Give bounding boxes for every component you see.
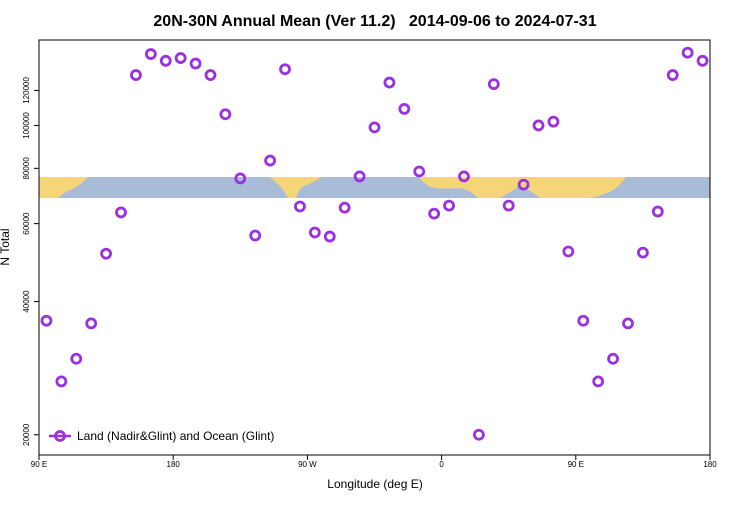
data-point xyxy=(562,245,575,258)
data-point xyxy=(115,206,127,219)
data-point xyxy=(666,69,679,81)
legend-label: Land (Nadir&Glint) and Ocean (Glint) xyxy=(77,429,274,443)
land xyxy=(418,177,626,198)
data-point xyxy=(443,199,455,212)
data-point xyxy=(204,69,217,81)
data-point xyxy=(428,207,441,220)
data-point xyxy=(338,201,351,214)
data-point xyxy=(413,165,426,178)
data-point xyxy=(70,352,83,365)
x-axis-label: Longitude (deg E) xyxy=(327,477,422,491)
data-point xyxy=(219,108,232,121)
data-point xyxy=(592,375,605,388)
data-point xyxy=(651,205,664,218)
data-point xyxy=(547,115,560,128)
data-point xyxy=(577,314,590,327)
data-point xyxy=(383,76,396,89)
data-point xyxy=(368,121,381,134)
data-point xyxy=(40,314,53,327)
data-point xyxy=(130,69,142,81)
y-tick-label: 80000 xyxy=(22,157,31,180)
data-point xyxy=(502,199,515,212)
data-point xyxy=(144,48,157,60)
x-tick-label: 180 xyxy=(703,460,717,469)
data-point xyxy=(622,317,634,330)
land xyxy=(39,177,88,198)
world-map-band xyxy=(39,177,710,198)
data-point xyxy=(174,52,187,64)
data-point xyxy=(264,154,277,167)
data-point xyxy=(607,352,619,365)
data-point xyxy=(55,375,68,388)
y-tick-label: 100000 xyxy=(22,112,31,139)
x-tick-label: 90 E xyxy=(31,460,47,469)
x-tick-label: 0 xyxy=(439,460,444,469)
y-tick-label: 20000 xyxy=(22,423,31,446)
y-tick-label: 60000 xyxy=(22,212,31,235)
data-point xyxy=(100,247,112,260)
data-point xyxy=(279,63,291,76)
data-point xyxy=(532,119,545,132)
data-point xyxy=(159,54,172,67)
data-point xyxy=(234,172,247,185)
y-tick-label: 120000 xyxy=(22,77,31,104)
legend-marker xyxy=(54,430,66,442)
x-tick-label: 180 xyxy=(167,460,181,469)
chart-title: 20N-30N Annual Mean (Ver 11.2) 2014-09-0… xyxy=(153,13,596,30)
data-point xyxy=(517,178,530,191)
data-point xyxy=(398,102,411,115)
y-axis-label: N Total xyxy=(0,228,12,265)
x-tick-label: 90 W xyxy=(298,460,317,469)
data-point xyxy=(353,170,366,183)
data-point xyxy=(696,54,709,67)
land xyxy=(270,177,322,198)
data-point xyxy=(681,46,694,59)
data-point xyxy=(458,170,470,183)
data-point xyxy=(294,200,306,213)
data-point xyxy=(323,230,336,243)
data-point xyxy=(249,229,262,242)
plot-frame xyxy=(38,39,711,456)
data-point xyxy=(308,226,321,239)
data-point xyxy=(472,428,485,441)
data-point xyxy=(85,317,98,330)
data-point xyxy=(637,246,649,259)
data-point xyxy=(487,78,500,91)
x-tick-label: 90 E xyxy=(568,460,584,469)
y-tick-label: 40000 xyxy=(22,290,31,313)
data-point xyxy=(189,57,202,70)
